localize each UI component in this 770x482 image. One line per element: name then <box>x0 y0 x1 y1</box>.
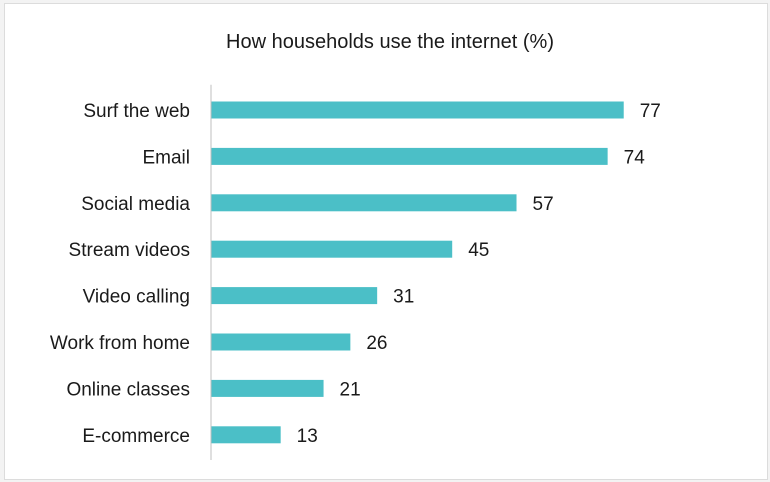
bar-email <box>211 147 608 165</box>
value-label-video-calling: 31 <box>393 287 414 308</box>
category-label-social-media: Social media <box>81 194 190 215</box>
bar-work-from-home <box>211 333 351 351</box>
category-label-email: Email <box>142 147 190 168</box>
category-labels: Surf the web Email Social media Stream vide… <box>50 101 191 447</box>
value-label-work-from-home: 26 <box>366 333 387 354</box>
value-label-stream-videos: 45 <box>468 240 489 261</box>
category-label-work-from-home: Work from home <box>50 333 190 354</box>
category-label-surf-the-web: Surf the web <box>83 101 190 122</box>
value-label-e-commerce: 13 <box>297 426 318 447</box>
category-label-online-classes: Online classes <box>66 379 190 400</box>
bar-video-calling <box>211 287 378 305</box>
category-label-e-commerce: E-commerce <box>82 426 190 447</box>
bar-social-media <box>211 194 517 212</box>
bar-online-classes <box>211 379 324 397</box>
value-label-social-media: 57 <box>533 194 554 215</box>
value-label-email: 74 <box>624 147 646 168</box>
category-label-video-calling: Video calling <box>83 287 190 308</box>
value-label-online-classes: 21 <box>340 379 361 400</box>
category-label-stream-videos: Stream videos <box>69 240 190 261</box>
bar-group <box>211 101 624 444</box>
value-labels: 77 74 57 45 31 26 21 13 <box>297 101 661 447</box>
value-label-surf-the-web: 77 <box>640 101 661 122</box>
chart-title: How households use the internet (%) <box>226 31 554 53</box>
bar-surf-the-web <box>211 101 624 119</box>
bar-stream-videos <box>211 240 453 258</box>
bar-e-commerce <box>211 426 281 444</box>
